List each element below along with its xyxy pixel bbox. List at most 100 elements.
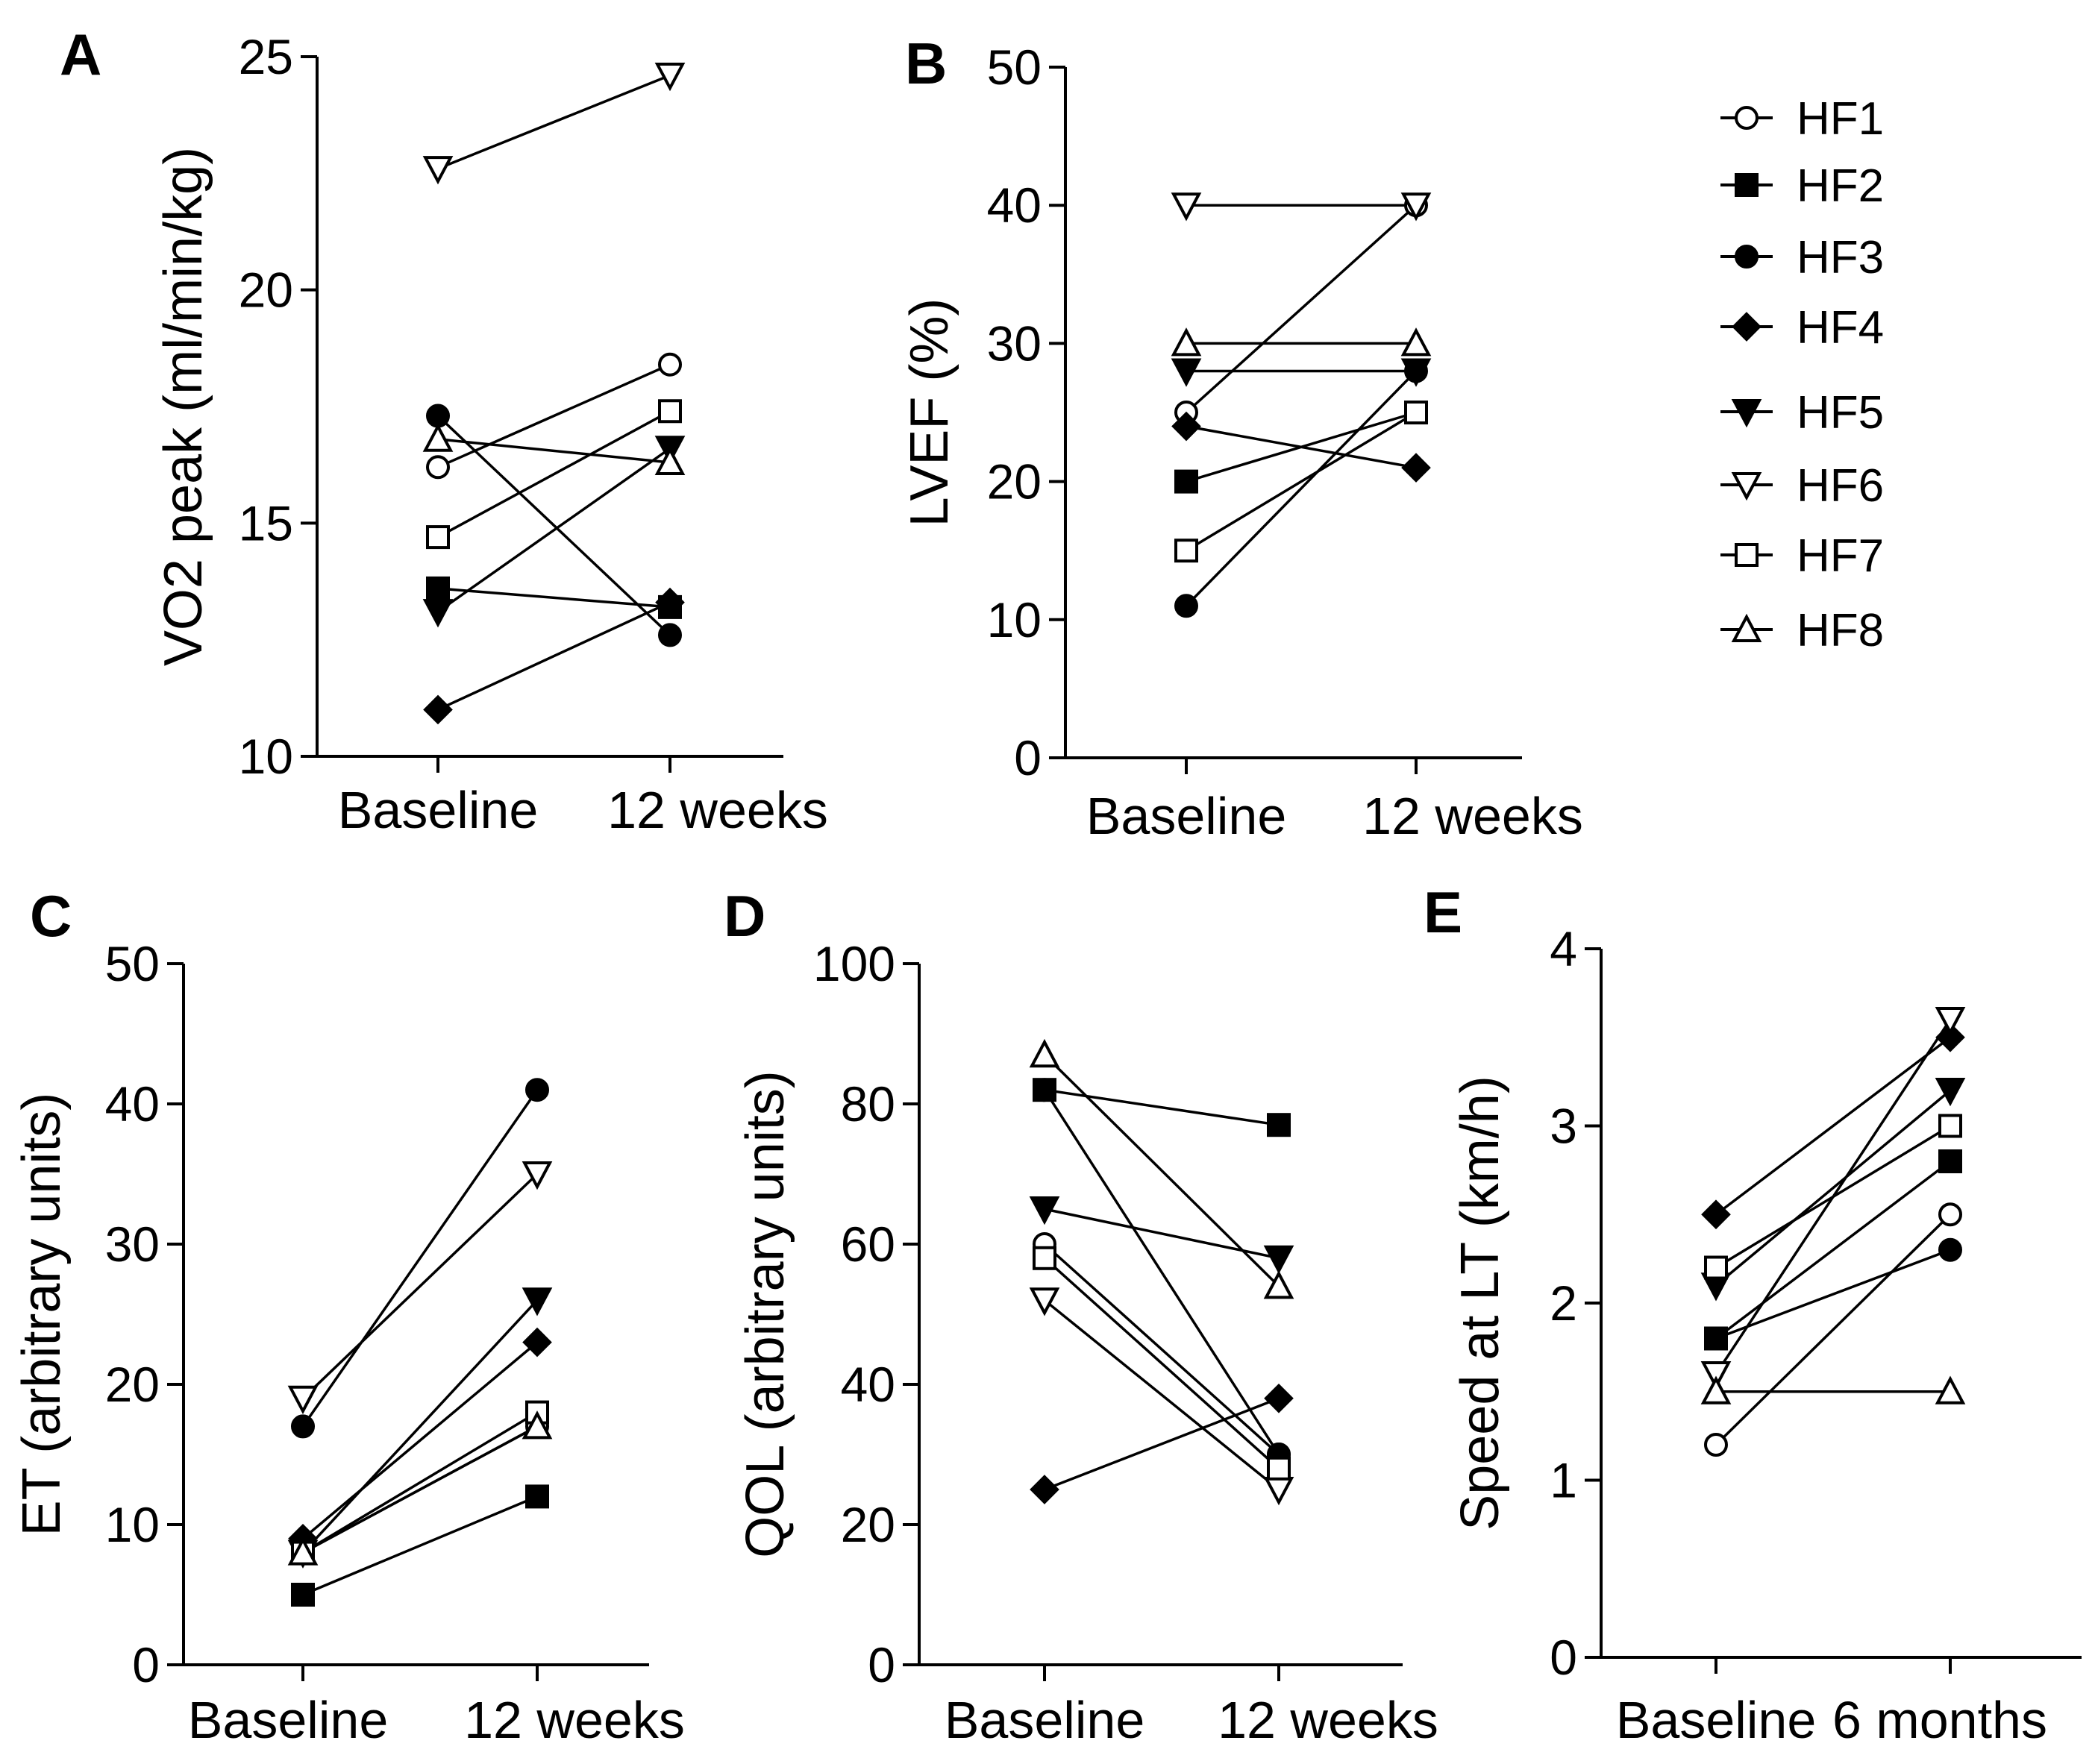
series-line-hf2: [1714, 1160, 1952, 1340]
data-point-hf8-baseline: [1700, 1375, 1732, 1404]
legend-entry-hf4: HF4: [1720, 302, 1884, 354]
data-point-hf7-12-weeks: [658, 399, 682, 424]
data-point-hf7-baseline: [1704, 1255, 1728, 1280]
x-category-label: 12 weeks: [464, 1691, 685, 1749]
data-point-hf3-baseline: [426, 404, 450, 428]
data-point-hf4-12-weeks: [1264, 1383, 1294, 1413]
data-point-hf6-12-weeks: [654, 63, 686, 92]
x-category-label: Baseline: [1086, 787, 1287, 845]
y-tick-label: 10: [239, 729, 293, 784]
series-group: [1700, 1007, 1966, 1457]
data-point-hf2-baseline: [291, 1583, 315, 1607]
data-point-hf5-12-weeks: [522, 1287, 553, 1316]
legend-entry-hf8: HF8: [1720, 605, 1884, 656]
series-line-hf8: [1043, 1053, 1280, 1287]
series-line-hf2: [437, 587, 671, 609]
data-point-hf6-baseline: [287, 1385, 319, 1415]
data-point-hf8-12-weeks: [1263, 1270, 1294, 1299]
data-point-hf8-baseline: [1029, 1038, 1060, 1068]
x-category-label: Baseline: [1616, 1691, 1817, 1749]
y-tick-label: 50: [105, 936, 160, 991]
y-tick-label: 2: [1550, 1275, 1577, 1331]
data-point-hf2-12-weeks: [1267, 1113, 1291, 1137]
legend-entry-hf2: HF2: [1720, 160, 1884, 212]
y-tick-label: 3: [1550, 1099, 1577, 1154]
legend-marker-square-open: [1735, 543, 1759, 567]
data-point-hf3-baseline: [1174, 594, 1198, 618]
y-tick-label: 40: [841, 1357, 895, 1412]
data-point-hf5-baseline: [422, 599, 454, 628]
data-point-hf3-baseline: [1033, 1078, 1056, 1102]
y-tick-label: 40: [105, 1076, 160, 1131]
y-tick-label: 100: [813, 936, 895, 991]
series-line-hf4: [1186, 424, 1417, 469]
data-point-hf1-baseline: [1704, 1433, 1728, 1457]
data-point-hf8-12-weeks: [654, 446, 686, 476]
data-point-hf8-12-weeks: [522, 1410, 553, 1440]
data-point-hf4-6-months: [1935, 1022, 1965, 1052]
legend-label: HF5: [1797, 387, 1884, 439]
data-point-hf3-baseline: [291, 1414, 315, 1439]
y-tick-label: 25: [239, 29, 293, 84]
data-point-hf3-12-weeks: [658, 623, 682, 647]
series-line-hf1: [1714, 1214, 1952, 1446]
data-point-hf6-6-months: [1935, 1007, 1966, 1036]
panel-letter: A: [60, 22, 101, 87]
panel-d: D 0 20 40 60 80 100 Baseline 12 weeks QOL (arbitr…: [724, 883, 1438, 1749]
data-point-hf8-12-weeks: [1400, 327, 1432, 357]
panel-b: B 0 10 20 30 40 50 Baseline 12 weeks LVEF (%): [900, 31, 1583, 845]
data-point-hf7-12-weeks: [1267, 1456, 1291, 1481]
series-line-hf2: [1044, 1088, 1280, 1126]
series-line-hf7: [1043, 1257, 1280, 1470]
data-point-hf1-12-weeks: [658, 352, 682, 377]
legend-marker-triangle-down-filled: [1731, 399, 1762, 428]
data-point-hf4-baseline: [1030, 1475, 1059, 1504]
y-axis-title: Speed at LT (km/h): [1450, 1076, 1510, 1531]
y-tick-label: 15: [239, 495, 293, 550]
panel-letter: C: [30, 883, 72, 949]
x-category-label: Baseline: [188, 1691, 389, 1749]
data-point-hf4-baseline: [1701, 1199, 1731, 1230]
series-line-hf7: [437, 409, 671, 539]
series-line-hf4: [1714, 1036, 1952, 1216]
y-tick-label: 20: [105, 1357, 160, 1412]
y-axis-title: VO2 peak (ml/min/kg): [154, 147, 213, 666]
data-point-hf6-baseline: [1700, 1361, 1732, 1390]
series-line-hf5: [301, 1299, 539, 1554]
series-line-hf4: [437, 601, 671, 712]
legend-label: HF6: [1797, 460, 1884, 512]
data-point-hf5-12-weeks: [1263, 1245, 1294, 1275]
y-tick-label: 20: [987, 454, 1042, 509]
y-tick-label: 30: [105, 1217, 160, 1272]
series-line-hf7: [1186, 411, 1417, 552]
data-point-hf3-12-weeks: [525, 1078, 549, 1102]
y-axis-title: QOL (arbitrary units): [736, 1070, 795, 1557]
data-point-hf4-baseline: [1171, 411, 1201, 442]
data-point-hf7-baseline: [426, 525, 450, 550]
panel-e: E 0 1 2 3 4 Baseline 6 months Speed at LT (km/h): [1424, 879, 2082, 1749]
data-point-hf7-baseline: [1174, 539, 1198, 563]
x-category-label: Baseline: [945, 1691, 1145, 1749]
series-line-hf1: [437, 363, 671, 468]
legend-entry-hf6: HF6: [1720, 460, 1884, 512]
data-point-hf7-12-weeks: [1404, 401, 1428, 424]
data-point-hf5-baseline: [1171, 358, 1202, 387]
data-point-hf2-6-months: [1938, 1149, 1962, 1173]
series-line-hf3: [1043, 1089, 1280, 1455]
y-tick-label: 20: [841, 1497, 895, 1552]
panel-letter: E: [1424, 879, 1462, 945]
data-point-hf7-baseline: [1033, 1246, 1056, 1270]
x-category-label: 6 months: [1832, 1691, 2047, 1749]
data-point-hf6-12-weeks: [1263, 1477, 1294, 1506]
data-point-hf8-6-months: [1935, 1375, 1966, 1404]
legend-marker-circle-filled: [1735, 245, 1759, 269]
data-point-hf4-12-weeks: [522, 1327, 552, 1357]
legend-marker-circle-open: [1735, 106, 1759, 130]
y-tick-label: 60: [841, 1217, 895, 1272]
series-group: [1171, 192, 1432, 618]
panel-c: C 0 10 20 30 40 50 Baseline 12 weeks ET (arbitrar…: [12, 883, 685, 1749]
legend-entry-hf3: HF3: [1720, 232, 1884, 283]
series-line-hf6: [1043, 1299, 1280, 1491]
